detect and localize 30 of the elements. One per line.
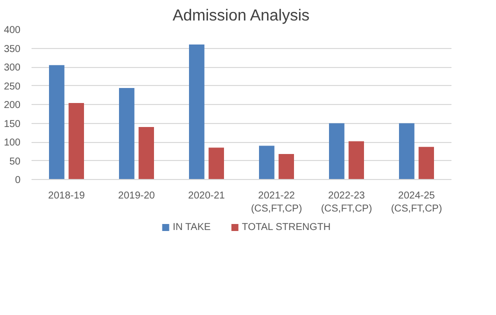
y-tick-label: 50 xyxy=(9,156,21,168)
x-tick-label: 2020-21 xyxy=(188,190,226,202)
bar xyxy=(259,146,274,180)
x-tick-label: 2019-20 xyxy=(118,190,156,202)
legend-label: TOTAL STRENGTH xyxy=(242,222,331,233)
bar xyxy=(49,65,64,180)
y-tick-label: 100 xyxy=(4,138,21,148)
y-tick-label: 300 xyxy=(4,62,21,74)
y-tick-label: 250 xyxy=(4,81,21,92)
x-tick-label: 2018-19 xyxy=(48,190,86,202)
x-tick-label: 2024-25 (CS,FT,CP) xyxy=(390,190,442,215)
y-tick-label: 0 xyxy=(14,175,21,186)
y-tick-label: 350 xyxy=(4,44,21,55)
bar xyxy=(329,123,344,180)
y-tick-label: 150 xyxy=(4,118,21,130)
chart-title: Admission Analysis xyxy=(172,8,310,24)
bar xyxy=(348,141,364,180)
bar xyxy=(208,148,224,180)
bar xyxy=(68,103,84,180)
bar xyxy=(189,44,204,180)
bar xyxy=(418,146,434,180)
x-tick-label: 2021-22 (CS,FT,CP) xyxy=(250,190,302,215)
y-tick-label: 400 xyxy=(4,25,21,36)
bar xyxy=(138,127,154,180)
bar xyxy=(119,88,134,180)
bar xyxy=(399,123,414,180)
y-tick-label: 200 xyxy=(4,100,21,111)
x-tick-label: 2022-23 (CS,FT,CP) xyxy=(320,190,372,215)
bar xyxy=(278,154,294,180)
legend-label: IN TAKE xyxy=(172,222,212,233)
